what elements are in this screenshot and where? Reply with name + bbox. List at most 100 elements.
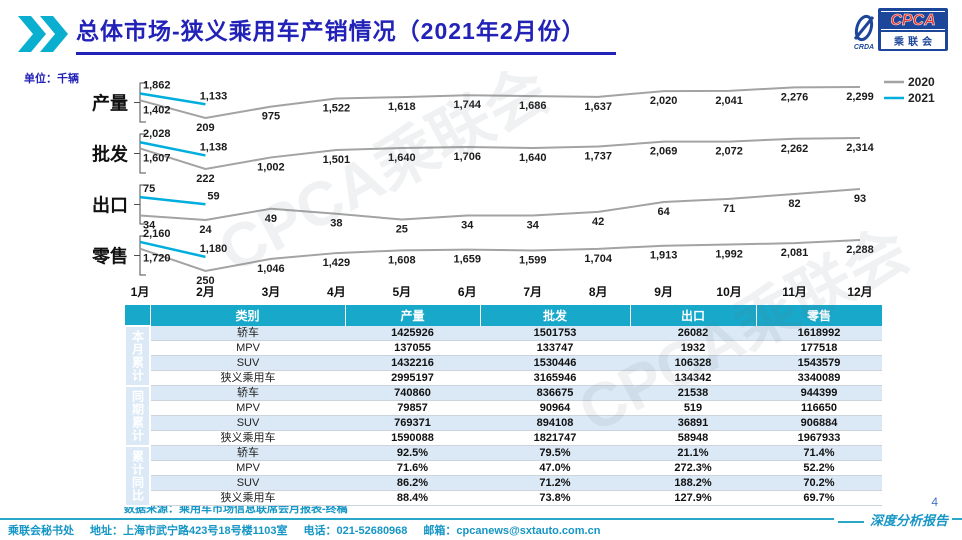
chart-label: 2,069 [650, 146, 678, 158]
category-cell: MPV [150, 340, 345, 356]
cpca-label: CPCA [881, 11, 945, 30]
value-cell: 272.3% [630, 460, 756, 476]
summary-table: 类别 产量 批发 出口 零售 本月累计 轿车 1425926 1501753 26082 16189… [124, 305, 883, 507]
table-row: MPV 71.6% 47.0% 272.3% 52.2% [125, 460, 882, 476]
value-cell: 1432216 [345, 355, 480, 371]
chart-label: 2,299 [846, 91, 874, 103]
value-cell: 52.2% [756, 460, 882, 476]
row-group-label: 累计同比 [124, 444, 151, 507]
value-cell: 73.8% [480, 490, 630, 506]
x-axis-months: 1月 2月 3月 4月 5月 6月 7月 8月 9月 10月 11月 12月 [131, 285, 873, 299]
chart-label: 7月 [523, 285, 542, 299]
value-cell: 71.6% [345, 460, 480, 476]
value-cell: 836675 [480, 385, 630, 401]
chart-label: 2,020 [650, 95, 678, 107]
chart-label: 2月 [196, 285, 215, 299]
chart-label: 42 [592, 216, 604, 228]
chart-legend: 2020 2021 [884, 75, 935, 105]
chart-label: 25 [396, 224, 408, 236]
value-cell: 1590088 [345, 430, 480, 446]
chart-label: 209 [196, 122, 214, 134]
chart-label: 1,640 [388, 152, 416, 164]
line-2021 [139, 141, 206, 157]
value-cell: 133747 [480, 340, 630, 356]
value-cell: 21538 [630, 385, 756, 401]
axis-bracket [134, 235, 146, 276]
chart-label: 34 [143, 220, 156, 232]
chart-label: 1,992 [715, 249, 743, 261]
chart-label: 1,720 [143, 253, 171, 265]
value-cell: 177518 [756, 340, 882, 356]
value-cell: 106328 [630, 355, 756, 371]
footer-secretariat: 乘联会秘书处 [8, 525, 74, 537]
chart-label: 250 [196, 275, 214, 287]
chart-label: 5月 [392, 285, 411, 299]
chart-label: 1,706 [454, 151, 482, 163]
chart-label: 1,133 [200, 90, 228, 102]
table-row: 同期累计 轿车 740860 836675 21538 944399 [124, 384, 882, 447]
chart-label: 2,276 [781, 91, 809, 103]
line-2020 [139, 86, 861, 120]
value-cell: 127.9% [630, 490, 756, 506]
cpca-logo-box: CPCA 乘联会 [878, 8, 948, 51]
chart-label: 38 [330, 218, 342, 230]
chart-label: 49 [265, 213, 277, 225]
chart-row-批发: 批发 1,607 222 1,002 1,501 1,640 1,706 1,640 1,737… [92, 128, 875, 185]
chart-label: 82 [788, 198, 800, 210]
category-cell: 狭义乘用车 [150, 430, 345, 446]
category-cell: 狭义乘用车 [150, 490, 345, 506]
chart-label: 4月 [327, 285, 346, 299]
chart-label: 2,072 [715, 146, 743, 158]
value-cell: 79.5% [480, 445, 630, 461]
chart-label: 11月 [782, 285, 807, 299]
cpca-chinese-label: 乘联会 [881, 32, 945, 49]
chart-label: 2,028 [143, 128, 171, 140]
axis-bracket [134, 82, 146, 123]
chart-label: 1,429 [323, 257, 351, 269]
value-cell: 90964 [480, 400, 630, 416]
chart-label: 1,913 [650, 250, 678, 262]
data-source: 数据来源：乘用车市场信息联席会月报表-终稿 [124, 503, 348, 515]
chart-label: 1,704 [584, 253, 612, 265]
chart-label: 零售 [91, 246, 128, 267]
value-cell: 1932 [630, 340, 756, 356]
value-cell: 1821747 [480, 430, 630, 446]
value-cell: 2995197 [345, 370, 480, 386]
value-cell: 134342 [630, 370, 756, 386]
value-cell: 519 [630, 400, 756, 416]
chart-label: 9月 [654, 285, 673, 299]
value-cell: 1501753 [480, 326, 630, 341]
column-header: 零售 [756, 305, 883, 326]
value-cell: 906884 [756, 415, 882, 431]
value-cell: 71.4% [756, 445, 882, 461]
chart-label: 71 [723, 203, 735, 215]
chart-row-零售: 零售 1,720 250 1,046 1,429 1,608 1,659 1,599 1,704… [91, 228, 874, 287]
value-cell: 3165946 [480, 370, 630, 386]
unit-label: 单位：千辆 [24, 73, 79, 85]
crda-swoosh-icon [853, 14, 875, 42]
value-cell: 1618992 [756, 326, 882, 341]
table-row: 狭义乘用车 1590088 1821747 58948 1967933 [125, 430, 882, 446]
value-cell: 69.7% [756, 490, 882, 506]
chart-label: 1,862 [143, 79, 171, 91]
value-cell: 769371 [345, 415, 480, 431]
chart-label: 1,640 [519, 152, 547, 164]
value-cell: 1530446 [480, 355, 630, 371]
category-cell: MPV [150, 400, 345, 416]
chart-label: 2021 [908, 91, 935, 105]
production-sales-chart: 产量 1,402 209 975 1,522 1,618 1,744 1,686 1,637 2,… [91, 75, 935, 299]
chart-label: 1,501 [323, 154, 351, 166]
chart-label: 1,002 [257, 161, 285, 173]
chart-label: 8月 [589, 285, 608, 299]
chart-label: 2,041 [715, 95, 743, 107]
chart-row-产量: 产量 1,402 209 975 1,522 1,618 1,744 1,686 1,637 2,… [92, 79, 874, 134]
chart-label: 222 [196, 173, 214, 185]
value-cell: 116650 [756, 400, 882, 416]
chart-label: 1月 [131, 285, 150, 299]
column-header: 类别 [150, 305, 346, 326]
value-cell: 188.2% [630, 475, 756, 491]
footer-address: 地址：上海市武宁路423号18号楼1103室 [90, 525, 288, 537]
chart-label: 75 [143, 183, 155, 195]
value-cell: 1425926 [345, 326, 480, 341]
category-cell: 轿车 [150, 326, 345, 341]
